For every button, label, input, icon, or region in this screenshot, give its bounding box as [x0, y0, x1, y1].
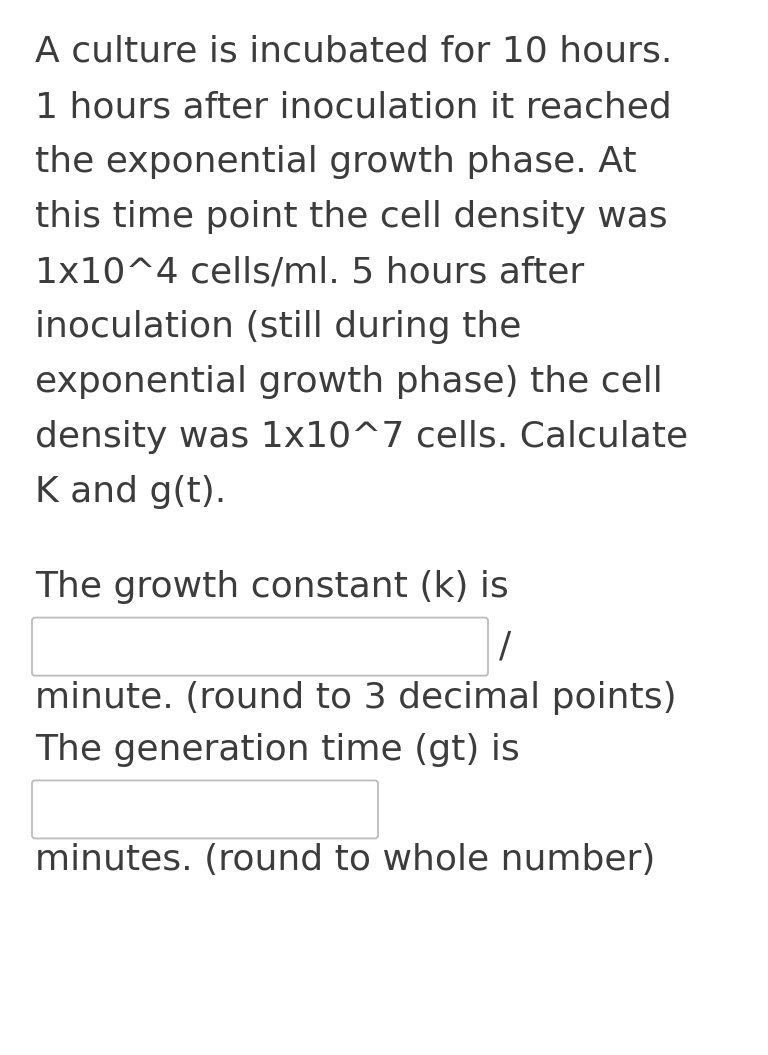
- FancyBboxPatch shape: [32, 781, 378, 839]
- Text: 1x10^4 cells/ml. 5 hours after: 1x10^4 cells/ml. 5 hours after: [35, 255, 584, 289]
- Text: the exponential growth phase. At: the exponential growth phase. At: [35, 145, 637, 179]
- Text: A culture is incubated for 10 hours.: A culture is incubated for 10 hours.: [35, 35, 672, 69]
- Text: The generation time (gt) is: The generation time (gt) is: [35, 733, 520, 767]
- Text: minutes. (round to whole number): minutes. (round to whole number): [35, 843, 655, 878]
- Text: minute. (round to 3 decimal points): minute. (round to 3 decimal points): [35, 680, 677, 714]
- Text: exponential growth phase) the cell: exponential growth phase) the cell: [35, 365, 663, 399]
- Text: inoculation (still during the: inoculation (still during the: [35, 310, 521, 344]
- FancyBboxPatch shape: [32, 617, 488, 675]
- Text: K and g(t).: K and g(t).: [35, 475, 227, 509]
- Text: density was 1x10^7 cells. Calculate: density was 1x10^7 cells. Calculate: [35, 420, 688, 454]
- Text: /: /: [499, 630, 511, 664]
- Text: The growth constant (k) is: The growth constant (k) is: [35, 570, 508, 605]
- Text: this time point the cell density was: this time point the cell density was: [35, 200, 667, 234]
- Text: 1 hours after inoculation it reached: 1 hours after inoculation it reached: [35, 90, 672, 124]
